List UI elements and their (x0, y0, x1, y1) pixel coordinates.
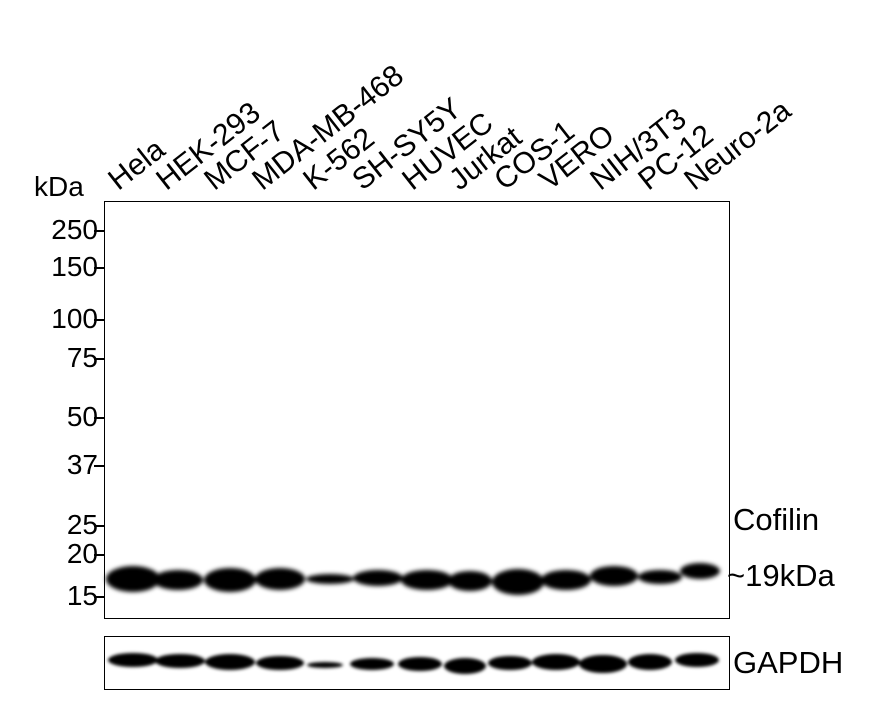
cofilin-band (353, 570, 403, 586)
marker-label: 50 (66, 401, 98, 432)
cofilin-band (541, 570, 591, 590)
cofilin-band (448, 571, 492, 591)
marker-tick (94, 465, 104, 467)
cofilin-band (680, 563, 720, 579)
marker-tick (94, 417, 104, 419)
gapdh-band (398, 657, 442, 671)
target-size-label: ~19kDa (727, 558, 835, 593)
gapdh-band (675, 653, 719, 667)
marker-tick (94, 596, 104, 598)
cofilin-band (638, 570, 682, 584)
gapdh-band (628, 654, 672, 670)
cofilin-band (590, 566, 638, 586)
marker-tick (94, 358, 104, 360)
cofilin-band (306, 574, 354, 584)
gapdh-band (108, 653, 158, 667)
cofilin-band (153, 570, 203, 590)
marker-label: 150 (51, 251, 98, 282)
cofilin-band (492, 569, 544, 595)
main-blot-panel (104, 201, 730, 619)
marker-label: 25 (66, 509, 98, 540)
marker-label: 75 (66, 342, 98, 373)
target-protein-label: Cofilin (733, 502, 820, 537)
gapdh-band (256, 656, 304, 670)
marker-tick (94, 554, 104, 556)
gapdh-band (350, 658, 394, 670)
gapdh-band (307, 662, 343, 668)
gapdh-band (205, 654, 255, 670)
marker-label: 250 (51, 214, 98, 245)
marker-label: 15 (66, 580, 98, 611)
gapdh-band (155, 654, 205, 668)
kda-unit-label: kDa (34, 171, 84, 202)
marker-label: 100 (51, 303, 98, 334)
marker-label: 37 (66, 449, 98, 480)
marker-tick (94, 230, 104, 232)
marker-label: 20 (66, 538, 98, 569)
gapdh-band (444, 658, 486, 674)
marker-tick (94, 267, 104, 269)
marker-tick (94, 319, 104, 321)
cofilin-band (255, 568, 305, 590)
cofilin-band (106, 566, 160, 592)
gapdh-band (532, 654, 580, 670)
gapdh-band (579, 655, 627, 673)
loading-control-label: GAPDH (733, 645, 844, 680)
gapdh-band (488, 656, 532, 670)
cofilin-band (401, 570, 453, 590)
cofilin-band (204, 568, 256, 592)
marker-tick (94, 525, 104, 527)
